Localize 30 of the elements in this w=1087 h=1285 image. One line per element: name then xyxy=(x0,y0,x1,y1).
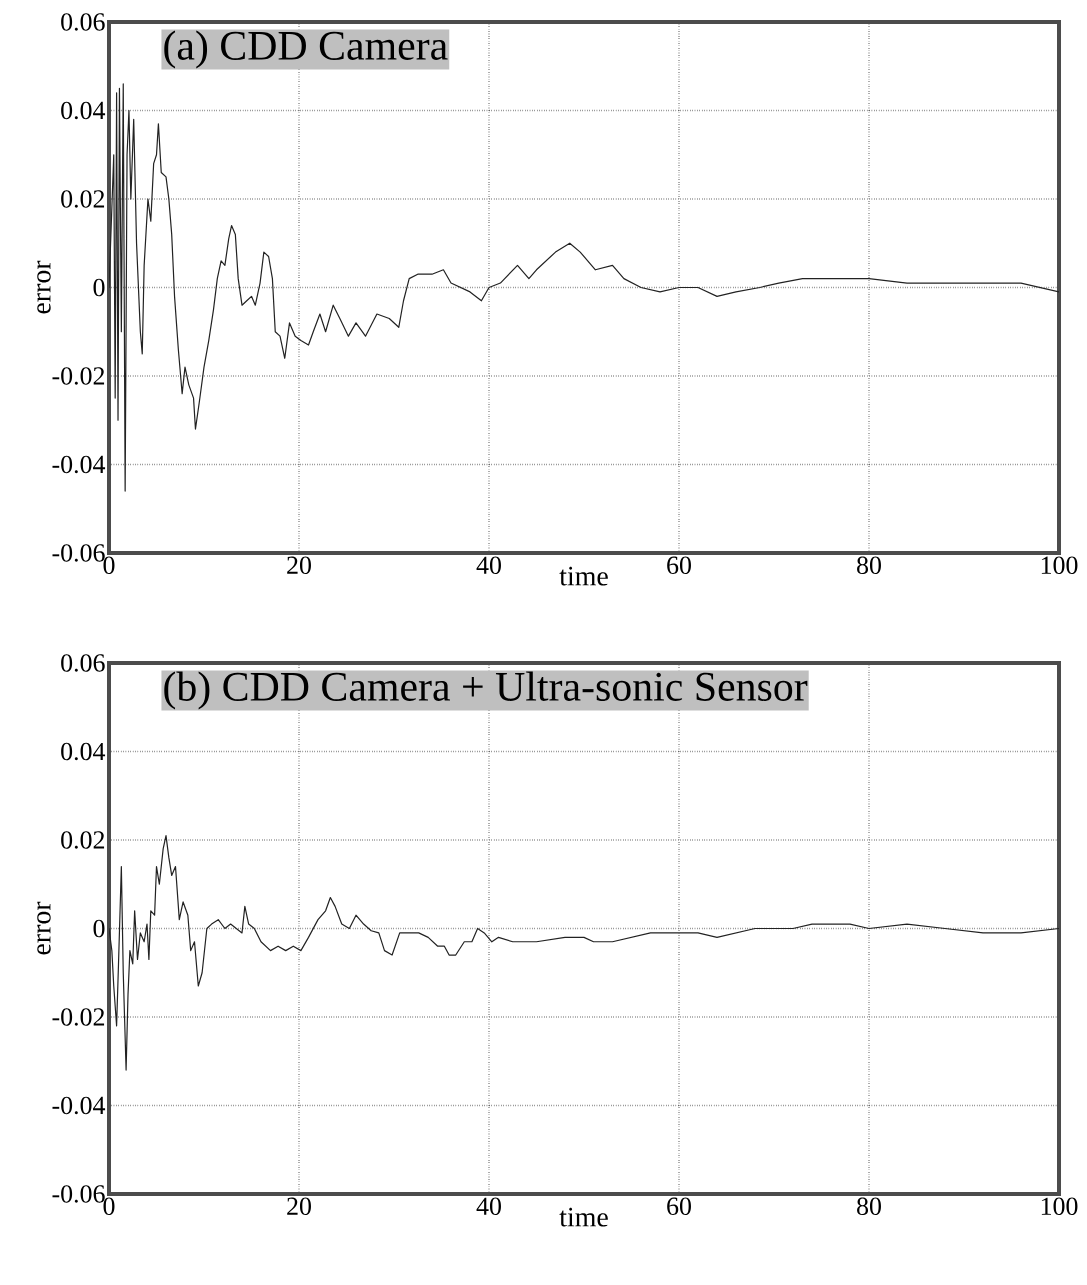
y-tick-label: -0.04 xyxy=(52,455,106,474)
x-tick-label: 60 xyxy=(667,1197,691,1215)
y-tick-label: 0 xyxy=(93,919,105,938)
x-tick-label: 80 xyxy=(857,556,881,574)
y-axis-title: error xyxy=(37,901,51,955)
y-tick-label: 0.06 xyxy=(61,13,105,31)
y-tick-label: 0.04 xyxy=(61,101,106,120)
x-axis-title: time xyxy=(559,566,608,586)
x-tick-label: 60 xyxy=(667,556,691,574)
y-tick-label: -0.06 xyxy=(52,544,105,562)
x-tick-label: 100 xyxy=(1041,556,1078,574)
y-tick-label: -0.02 xyxy=(52,367,105,385)
y-tick-label: -0.06 xyxy=(52,1185,105,1203)
x-tick-label: 100 xyxy=(1041,1197,1078,1215)
x-tick-label: 40 xyxy=(476,556,501,574)
x-tick-label: 20 xyxy=(287,556,311,574)
y-tick-label: -0.04 xyxy=(52,1096,106,1115)
x-tick-label: 40 xyxy=(476,1197,501,1215)
x-axis-title: time xyxy=(559,1207,608,1227)
y-tick-label: 0.06 xyxy=(61,654,105,672)
chart-title: (b) CDD Camera + Ultra-sonic Sensor xyxy=(164,671,808,710)
y-tick-label: 0.04 xyxy=(61,742,106,761)
y-tick-label: 0 xyxy=(93,278,105,297)
y-tick-label: 0.02 xyxy=(61,831,105,849)
x-tick-label: 20 xyxy=(287,1197,311,1215)
y-axis-title: error xyxy=(37,260,51,314)
x-tick-label: 80 xyxy=(857,1197,881,1215)
y-tick-label: 0.02 xyxy=(61,190,105,208)
chart-title: (a) CDD Camera xyxy=(164,30,448,69)
y-tick-label: -0.02 xyxy=(52,1008,105,1026)
